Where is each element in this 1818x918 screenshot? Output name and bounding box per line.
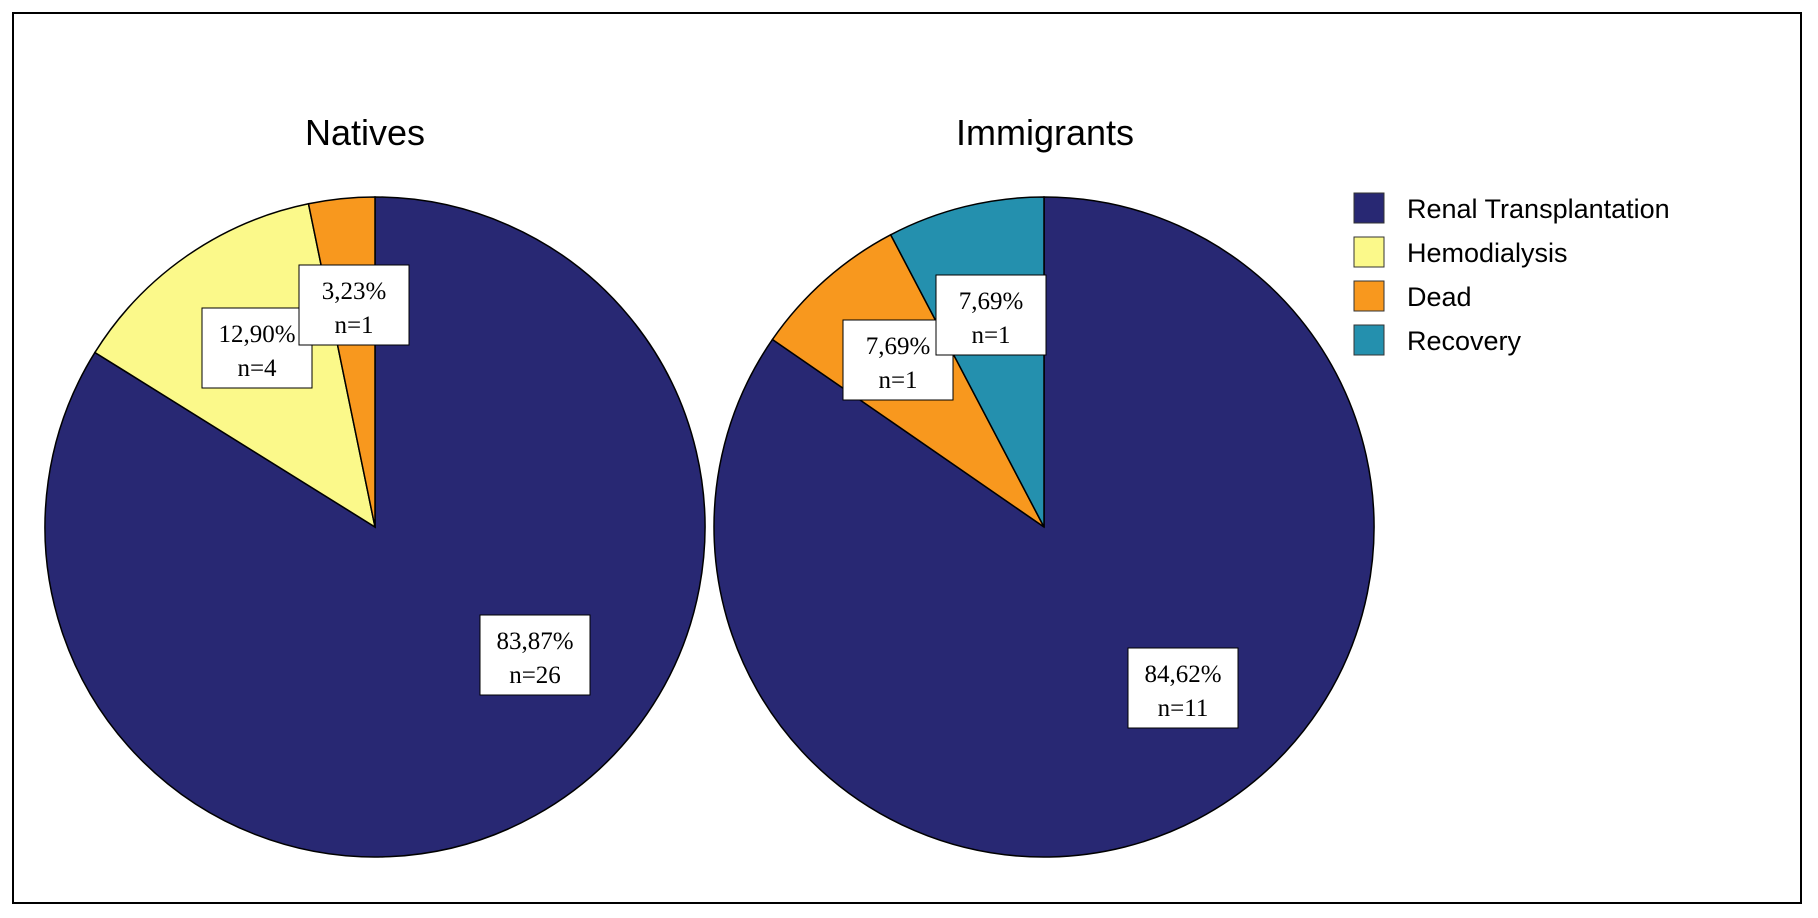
pie-label-natives-hemodialysis: 12,90% n=4 xyxy=(201,307,313,389)
figure-frame xyxy=(12,12,1802,904)
legend: Renal Transplantation Hemodialysis Dead … xyxy=(1353,192,1670,356)
pie-title-natives: Natives xyxy=(305,112,425,153)
pie-label-percent: 83,87% xyxy=(496,628,573,655)
pie-label-immigrants-recovery: 7,69% n=1 xyxy=(935,274,1047,356)
pie-label-count: n=11 xyxy=(1158,695,1209,722)
pie-label-count: n=1 xyxy=(971,322,1010,349)
pie-label-box xyxy=(201,307,313,389)
pie-label-percent: 7,69% xyxy=(959,288,1024,315)
pie-label-box xyxy=(1127,647,1239,729)
legend-swatch-dead xyxy=(1353,280,1385,312)
pie-label-natives-dead: 3,23% n=1 xyxy=(298,264,410,346)
pie-label-box xyxy=(479,614,591,696)
pie-label-count: n=1 xyxy=(334,312,373,339)
pie-label-count: n=26 xyxy=(509,662,561,689)
pie-label-count: n=1 xyxy=(878,367,917,394)
pie-label-box xyxy=(842,319,954,401)
pie-label-percent: 12,90% xyxy=(218,321,295,348)
legend-swatch-renal-transplantation xyxy=(1353,192,1385,224)
pie-label-percent: 3,23% xyxy=(322,278,387,305)
legend-swatch-hemodialysis xyxy=(1353,236,1385,268)
pie-title-immigrants: Immigrants xyxy=(956,112,1134,153)
pie-natives: 83,87% n=26 12,90% n=4 3,23% n=1 xyxy=(44,196,706,858)
pie-label-immigrants-dead: 7,69% n=1 xyxy=(842,319,954,401)
pie-immigrants: 84,62% n=11 7,69% n=1 7,69% n=1 xyxy=(713,196,1375,858)
legend-label-hemodialysis: Hemodialysis xyxy=(1407,238,1568,268)
pie-label-box xyxy=(298,264,410,346)
legend-label-recovery: Recovery xyxy=(1407,326,1522,356)
pie-label-percent: 7,69% xyxy=(866,333,931,360)
legend-swatch-recovery xyxy=(1353,324,1385,356)
pie-label-natives-renal-transplantation: 83,87% n=26 xyxy=(479,614,591,696)
pie-label-box xyxy=(935,274,1047,356)
pie-label-percent: 84,62% xyxy=(1144,661,1221,688)
pie-label-immigrants-renal-transplantation: 84,62% n=11 xyxy=(1127,647,1239,729)
legend-label-dead: Dead xyxy=(1407,282,1472,312)
pie-label-count: n=4 xyxy=(237,355,277,382)
legend-label-renal-transplantation: Renal Transplantation xyxy=(1407,194,1670,224)
